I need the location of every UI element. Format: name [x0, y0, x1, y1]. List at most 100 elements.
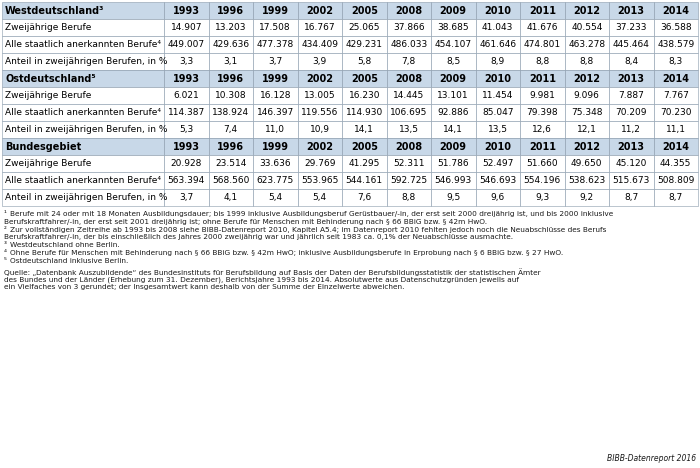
Bar: [342, 87, 386, 104]
Text: Zweijährige Berufe: Zweijährige Berufe: [5, 23, 92, 32]
Text: 5,8: 5,8: [357, 57, 372, 66]
Bar: [2, 36, 164, 53]
Text: 8,8: 8,8: [535, 57, 550, 66]
Bar: [209, 172, 253, 189]
Bar: [475, 36, 520, 53]
Text: 8,7: 8,7: [624, 193, 638, 202]
Text: 2012: 2012: [573, 73, 601, 83]
Text: 9.096: 9.096: [574, 91, 600, 100]
Text: 8,9: 8,9: [491, 57, 505, 66]
Bar: [164, 87, 209, 104]
Bar: [2, 172, 164, 189]
Bar: [298, 104, 342, 121]
Text: ¹: ¹: [4, 211, 7, 217]
Text: 8,7: 8,7: [668, 193, 683, 202]
Bar: [342, 121, 386, 138]
Text: 12,6: 12,6: [532, 125, 552, 134]
Text: 7,8: 7,8: [402, 57, 416, 66]
Text: Anteil in zweijährigen Berufen, in %: Anteil in zweijährigen Berufen, in %: [5, 125, 167, 134]
Text: 592.725: 592.725: [390, 176, 427, 185]
Text: 2002: 2002: [307, 6, 333, 15]
Bar: [386, 121, 431, 138]
Text: 563.394: 563.394: [167, 176, 205, 185]
Text: 2013: 2013: [617, 6, 645, 15]
Bar: [209, 19, 253, 36]
Bar: [475, 172, 520, 189]
Bar: [164, 138, 209, 155]
Text: 568.560: 568.560: [212, 176, 249, 185]
Bar: [654, 19, 698, 36]
Bar: [2, 53, 164, 70]
Bar: [520, 36, 564, 53]
Text: 13,5: 13,5: [399, 125, 419, 134]
Bar: [342, 70, 386, 87]
Text: 2012: 2012: [573, 6, 601, 15]
Bar: [386, 36, 431, 53]
Bar: [386, 70, 431, 87]
Bar: [520, 172, 564, 189]
Text: Westdeutschland³: Westdeutschland³: [5, 6, 104, 15]
Bar: [164, 53, 209, 70]
Text: 38.685: 38.685: [438, 23, 469, 32]
Bar: [609, 36, 654, 53]
Bar: [2, 104, 164, 121]
Text: 41.043: 41.043: [482, 23, 513, 32]
Text: 8,5: 8,5: [446, 57, 461, 66]
Text: 37.233: 37.233: [615, 23, 647, 32]
Bar: [475, 138, 520, 155]
Text: Ostdeutschland inklusive Berlin.: Ostdeutschland inklusive Berlin.: [10, 258, 128, 264]
Text: 2011: 2011: [528, 141, 556, 152]
Bar: [253, 36, 298, 53]
Text: Alle staatlich anerkannten Berufe⁴: Alle staatlich anerkannten Berufe⁴: [5, 40, 161, 49]
Bar: [164, 189, 209, 206]
Bar: [164, 2, 209, 19]
Text: 3,1: 3,1: [223, 57, 238, 66]
Text: 9,5: 9,5: [446, 193, 461, 202]
Bar: [209, 87, 253, 104]
Bar: [298, 2, 342, 19]
Text: Westdeutschland ohne Berlin.: Westdeutschland ohne Berlin.: [10, 242, 120, 248]
Bar: [209, 2, 253, 19]
Text: ²: ²: [4, 227, 7, 233]
Bar: [298, 53, 342, 70]
Bar: [209, 155, 253, 172]
Text: 51.660: 51.660: [526, 159, 558, 168]
Text: 2010: 2010: [484, 141, 511, 152]
Text: 5,3: 5,3: [179, 125, 193, 134]
Bar: [654, 70, 698, 87]
Text: ein Vielfaches von 3 gerundet; der Insgesamtwert kann deshalb von der Summe der : ein Vielfaches von 3 gerundet; der Insge…: [4, 284, 405, 290]
Bar: [386, 53, 431, 70]
Text: 2008: 2008: [395, 6, 422, 15]
Bar: [2, 19, 164, 36]
Bar: [342, 172, 386, 189]
Bar: [253, 2, 298, 19]
Text: 45.120: 45.120: [615, 159, 647, 168]
Bar: [564, 104, 609, 121]
Bar: [609, 104, 654, 121]
Bar: [386, 189, 431, 206]
Text: 146.397: 146.397: [257, 108, 294, 117]
Text: 544.161: 544.161: [346, 176, 383, 185]
Text: Alle staatlich anerkannten Berufe⁴: Alle staatlich anerkannten Berufe⁴: [5, 108, 161, 117]
Text: 23.514: 23.514: [215, 159, 246, 168]
Bar: [164, 70, 209, 87]
Bar: [342, 2, 386, 19]
Bar: [654, 121, 698, 138]
Text: 2010: 2010: [484, 6, 511, 15]
Text: ⁴: ⁴: [4, 250, 7, 256]
Bar: [298, 87, 342, 104]
Text: 623.775: 623.775: [257, 176, 294, 185]
Text: 1999: 1999: [262, 73, 288, 83]
Text: 13,5: 13,5: [488, 125, 508, 134]
Bar: [564, 138, 609, 155]
Bar: [2, 121, 164, 138]
Text: 79.398: 79.398: [526, 108, 558, 117]
Bar: [609, 189, 654, 206]
Text: 9,2: 9,2: [580, 193, 594, 202]
Text: 7.887: 7.887: [618, 91, 644, 100]
Bar: [431, 155, 475, 172]
Bar: [253, 19, 298, 36]
Bar: [564, 172, 609, 189]
Bar: [431, 189, 475, 206]
Bar: [654, 155, 698, 172]
